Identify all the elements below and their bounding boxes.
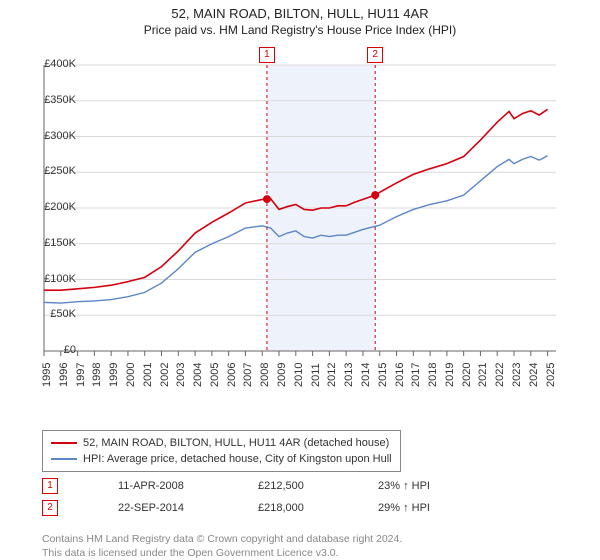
- footer-attribution: Contains HM Land Registry data © Crown c…: [42, 532, 402, 560]
- sale-date: 22-SEP-2014: [118, 502, 218, 514]
- y-axis-label: £0: [36, 344, 76, 356]
- legend-swatch: [51, 458, 77, 460]
- x-axis-label: 2025: [545, 363, 557, 387]
- sale-marker-2: 2: [367, 47, 383, 63]
- sale-row-marker: 2: [42, 500, 58, 516]
- x-axis-label: 2023: [511, 363, 523, 387]
- x-axis-label: 2008: [259, 363, 271, 387]
- x-axis-label: 2013: [343, 363, 355, 387]
- legend-item: HPI: Average price, detached house, City…: [51, 451, 392, 467]
- x-axis-label: 2002: [159, 363, 171, 387]
- sale-row: 2 22-SEP-2014 £218,000 29% ↑ HPI: [42, 500, 430, 516]
- x-axis-label: 1995: [41, 363, 53, 387]
- x-axis-label: 2000: [125, 363, 137, 387]
- legend: 52, MAIN ROAD, BILTON, HULL, HU11 4AR (d…: [42, 430, 401, 472]
- legend-swatch: [51, 442, 77, 444]
- y-axis-label: £50K: [36, 308, 76, 320]
- footer-line2: This data is licensed under the Open Gov…: [42, 547, 339, 559]
- x-axis-label: 2003: [175, 363, 187, 387]
- x-axis-label: 2004: [192, 363, 204, 387]
- footer-line1: Contains HM Land Registry data © Crown c…: [42, 533, 402, 545]
- legend-item: 52, MAIN ROAD, BILTON, HULL, HU11 4AR (d…: [51, 435, 392, 451]
- sale-price: £218,000: [258, 502, 338, 514]
- x-axis-label: 2016: [394, 363, 406, 387]
- sale-price: £212,500: [258, 480, 338, 492]
- y-axis-label: £400K: [36, 58, 76, 70]
- chart-subtitle: Price paid vs. HM Land Registry's House …: [0, 21, 600, 41]
- x-axis-label: 2006: [226, 363, 238, 387]
- x-axis-label: 2014: [360, 363, 372, 387]
- x-axis-label: 2007: [242, 363, 254, 387]
- x-axis-label: 1997: [75, 363, 87, 387]
- y-axis-label: £350K: [36, 94, 76, 106]
- legend-label: HPI: Average price, detached house, City…: [83, 453, 392, 465]
- y-axis-label: £300K: [36, 130, 76, 142]
- x-axis-label: 2020: [461, 363, 473, 387]
- y-axis-label: £250K: [36, 165, 76, 177]
- x-axis-label: 2022: [494, 363, 506, 387]
- x-axis-label: 2021: [477, 363, 489, 387]
- x-axis-label: 2019: [444, 363, 456, 387]
- sale-delta: 29% ↑ HPI: [378, 502, 430, 514]
- x-axis-label: 1999: [108, 363, 120, 387]
- x-axis-label: 2024: [528, 363, 540, 387]
- x-axis-label: 2011: [310, 363, 322, 387]
- y-axis-label: £200K: [36, 201, 76, 213]
- x-axis-label: 2009: [276, 363, 288, 387]
- sale-marker-1: 1: [259, 47, 275, 63]
- x-axis-label: 2005: [209, 363, 221, 387]
- sale-date: 11-APR-2008: [118, 480, 218, 492]
- x-axis-label: 2010: [293, 363, 305, 387]
- sale-delta: 23% ↑ HPI: [378, 480, 430, 492]
- sale-row: 1 11-APR-2008 £212,500 23% ↑ HPI: [42, 478, 430, 494]
- x-axis-label: 2017: [410, 363, 422, 387]
- legend-label: 52, MAIN ROAD, BILTON, HULL, HU11 4AR (d…: [83, 437, 389, 449]
- x-axis-label: 1996: [58, 363, 70, 387]
- chart-title: 52, MAIN ROAD, BILTON, HULL, HU11 4AR: [0, 0, 600, 21]
- chart-area: £0£50K£100K£150K£200K£250K£300K£350K£400…: [40, 41, 600, 381]
- x-axis-label: 2001: [142, 363, 154, 387]
- sale-row-marker: 1: [42, 478, 58, 494]
- x-axis-label: 2018: [427, 363, 439, 387]
- x-axis-label: 2012: [326, 363, 338, 387]
- y-axis-label: £150K: [36, 237, 76, 249]
- x-axis-label: 1998: [91, 363, 103, 387]
- y-axis-label: £100K: [36, 273, 76, 285]
- x-axis-label: 2015: [377, 363, 389, 387]
